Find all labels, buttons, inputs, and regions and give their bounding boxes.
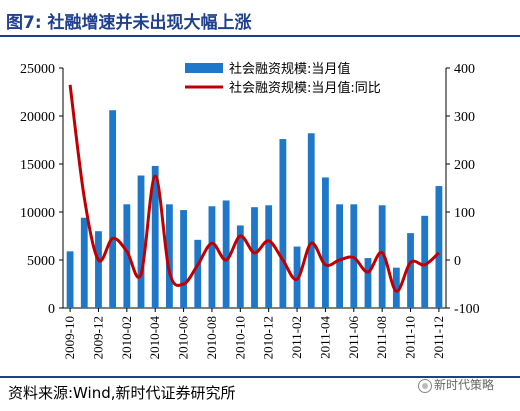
bar xyxy=(336,204,344,308)
bar xyxy=(194,239,202,308)
legend-line-label: 社会融资规模:当月值:同比 xyxy=(229,80,381,96)
title-rule xyxy=(0,35,520,37)
y-left-tick-label: 20000 xyxy=(20,110,55,125)
bar xyxy=(364,258,372,308)
bar xyxy=(123,204,131,308)
x-tick-label: 2011-10 xyxy=(403,316,418,359)
wechat-icon xyxy=(418,378,432,393)
x-tick-label: 2009-12 xyxy=(90,316,105,359)
chart-legend: 社会融资规模:当月值 社会融资规模:当月值:同比 xyxy=(185,61,381,96)
x-tick-label: 2011-04 xyxy=(317,316,332,359)
bar-series xyxy=(66,110,443,309)
bar xyxy=(251,207,258,308)
bar xyxy=(279,139,287,308)
y-left-tick-label: 0 xyxy=(48,302,55,317)
y-right-tick-label: 200 xyxy=(454,158,475,173)
bar xyxy=(392,267,400,308)
bar xyxy=(80,217,88,308)
x-tick-label: 2011-02 xyxy=(289,316,304,359)
line-series xyxy=(68,84,440,293)
x-tick-label: 2011-08 xyxy=(374,316,389,359)
bar xyxy=(66,251,74,308)
figure-header: 图7: 社融增速并未出现大幅上涨 xyxy=(0,0,520,35)
bar xyxy=(151,165,159,308)
y-right-tick-label: 400 xyxy=(454,62,475,77)
x-tick-label: 2009-10 xyxy=(62,316,77,359)
source-note: 资料来源:Wind,新时代证券研究所 xyxy=(8,384,236,402)
y-right-tick-label: 300 xyxy=(454,110,475,125)
y-left-tick-label: 10000 xyxy=(20,206,55,221)
bar xyxy=(322,177,329,308)
x-tick-label: 2010-12 xyxy=(261,316,276,359)
watermark-text: 新时代策略 xyxy=(434,378,495,392)
x-tick-label: 2010-04 xyxy=(147,316,162,360)
y-right-tick-label: 0 xyxy=(454,254,461,269)
x-tick-label: 2010-02 xyxy=(119,316,134,359)
combo-chart: 0 5000 10000 15000 20000 25000 -100 0 100 200 300 4… xyxy=(20,61,480,359)
x-tick-label: 2010-08 xyxy=(204,316,219,359)
bar xyxy=(378,205,386,308)
y-right-tick-label: -100 xyxy=(454,302,480,317)
legend-bar-swatch xyxy=(185,63,223,73)
bar xyxy=(265,205,273,308)
bar xyxy=(165,204,173,308)
y-left-tick-label: 5000 xyxy=(27,254,55,269)
x-tick-label: 2011-06 xyxy=(346,316,361,359)
watermark: 新时代策略 xyxy=(418,376,494,393)
bar xyxy=(137,175,145,308)
bar xyxy=(208,206,216,308)
bar xyxy=(109,110,117,309)
chart-axes: 0 5000 10000 15000 20000 25000 -100 0 100 200 300 4… xyxy=(20,62,480,359)
bar xyxy=(95,231,102,308)
x-tick-label: 2010-10 xyxy=(232,316,247,359)
bar xyxy=(421,215,429,308)
y-right-tick-label: 100 xyxy=(454,206,475,221)
y-left-tick-label: 25000 xyxy=(20,62,55,77)
figure-title: 图7: 社融增速并未出现大幅上涨 xyxy=(6,13,252,33)
legend-bar-label: 社会融资规模:当月值 xyxy=(229,61,350,77)
footer-rule xyxy=(0,376,520,378)
bar xyxy=(180,210,187,308)
x-tick-label: 2010-06 xyxy=(176,316,191,360)
bar xyxy=(307,133,315,308)
y-left-tick-label: 15000 xyxy=(20,158,55,173)
bar xyxy=(236,225,244,308)
bar xyxy=(222,200,230,308)
yoy-line xyxy=(68,84,440,293)
x-tick-label: 2011-12 xyxy=(431,316,446,359)
bar xyxy=(435,186,443,308)
bar xyxy=(407,233,414,308)
